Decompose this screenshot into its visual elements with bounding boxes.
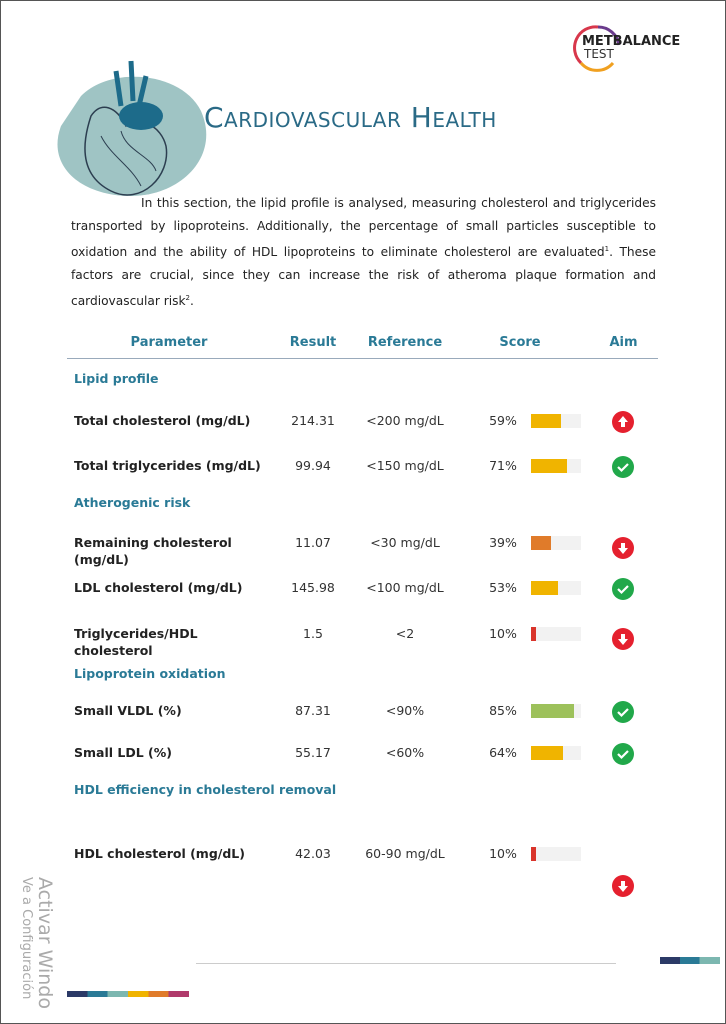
column-header: Parameter — [130, 335, 208, 350]
watermark: Activar Windo — [34, 877, 56, 1009]
score: 59% — [489, 413, 517, 428]
intro-text: In this section, the lipid profile is an… — [71, 196, 656, 260]
result: 214.31 — [291, 413, 335, 428]
result: 42.03 — [295, 846, 331, 861]
aim-icon-up — [612, 411, 634, 433]
footnote-ref: 2 — [185, 294, 191, 303]
score-bar — [531, 847, 536, 861]
result: 11.07 — [295, 535, 331, 550]
reference: <30 mg/dL — [370, 535, 440, 550]
column-header: Reference — [367, 335, 443, 350]
reference: <90% — [385, 703, 425, 718]
column-header: Aim — [609, 335, 638, 350]
score: 10% — [489, 846, 517, 861]
column-header: Result — [289, 335, 337, 350]
aim-icon-check — [612, 701, 634, 723]
intro: In this section, the lipid profile is an… — [71, 192, 656, 313]
reference: <200 mg/dL — [366, 413, 444, 428]
score: 39% — [489, 535, 517, 550]
parameter: HDL cholesterol (mg/dL) — [74, 846, 245, 861]
intro-text: . These factors are crucial, since they … — [71, 245, 657, 309]
score-track — [531, 627, 581, 641]
parameter: Small VLDL (%) — [74, 703, 182, 718]
header-rule — [67, 358, 658, 359]
score-bar — [531, 536, 551, 550]
section-label: HDL efficiency in cholesterol removal — [74, 782, 337, 797]
parameter: Total cholesterol (mg/dL) — [74, 413, 251, 428]
footer-stripe — [67, 991, 189, 997]
score-bar — [531, 581, 558, 595]
section-label: Lipid profile — [74, 371, 159, 386]
result: 99.94 — [295, 458, 331, 473]
reference: <100 mg/dL — [366, 580, 444, 595]
parameter: LDL cholesterol (mg/dL) — [74, 580, 243, 595]
aim-icon-down — [612, 875, 634, 897]
watermark: Ve a Configuración — [19, 877, 34, 1000]
score-bar — [531, 704, 574, 718]
score-bar — [531, 746, 563, 760]
parameter: Triglycerides/HDL cholesterol — [74, 626, 198, 658]
score: 10% — [489, 626, 517, 641]
result: 55.17 — [295, 745, 331, 760]
reference: <60% — [385, 745, 425, 760]
parameter: Total triglycerides (mg/dL) — [74, 458, 261, 473]
result: 1.5 — [303, 626, 323, 641]
score: 71% — [489, 458, 517, 473]
result: 145.98 — [291, 580, 335, 595]
score-bar — [531, 627, 536, 641]
score: 64% — [489, 745, 517, 760]
reference: 60-90 mg/dL — [365, 846, 445, 861]
section-label: Lipoprotein oxidation — [74, 666, 226, 681]
section-label: Atherogenic risk — [74, 495, 191, 510]
column-header: Score — [499, 335, 541, 350]
footnote-ref: 1 — [604, 245, 610, 253]
title: Cardiovascular Health — [204, 101, 497, 134]
parameter: Small LDL (%) — [74, 745, 172, 760]
intro-text: . — [190, 294, 194, 309]
aim-icon-check — [612, 743, 634, 765]
aim-icon-check — [612, 456, 634, 478]
score: 53% — [489, 580, 517, 595]
parameter: Remaining cholesterol (mg/dL) — [74, 535, 232, 567]
score-bar — [531, 414, 561, 428]
reference: <150 mg/dL — [366, 458, 444, 473]
logo-text: METBALANCE — [582, 34, 681, 49]
logo-subtext: TEST — [584, 47, 614, 61]
footer-stripe-right — [660, 957, 720, 964]
footer-rule — [196, 963, 616, 964]
score-bar — [531, 459, 567, 473]
aim-icon-down — [612, 537, 634, 559]
score: 85% — [489, 703, 517, 718]
aim-icon-check — [612, 578, 634, 600]
score-track — [531, 847, 581, 861]
heart-illustration — [57, 60, 207, 196]
result: 87.31 — [295, 703, 331, 718]
reference: <2 — [395, 626, 415, 641]
logo-ring — [573, 25, 621, 72]
aim-icon-down — [612, 628, 634, 650]
